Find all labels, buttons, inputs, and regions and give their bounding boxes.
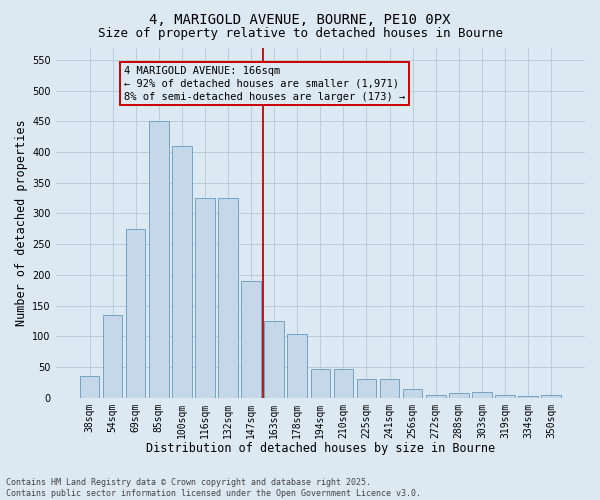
Bar [103,315,122,398]
Text: 4 MARIGOLD AVENUE: 166sqm
← 92% of detached houses are smaller (1,971)
8% of sem: 4 MARIGOLD AVENUE: 166sqm ← 92% of detac… [124,66,406,102]
Bar [541,394,561,398]
Text: Contains HM Land Registry data © Crown copyright and database right 2025.
Contai: Contains HM Land Registry data © Crown c… [6,478,421,498]
X-axis label: Distribution of detached houses by size in Bourne: Distribution of detached houses by size … [146,442,495,455]
Bar [172,146,191,398]
Bar [426,394,446,398]
Bar [380,380,400,398]
Bar [449,393,469,398]
Text: Size of property relative to detached houses in Bourne: Size of property relative to detached ho… [97,28,503,40]
Text: 4, MARIGOLD AVENUE, BOURNE, PE10 0PX: 4, MARIGOLD AVENUE, BOURNE, PE10 0PX [149,12,451,26]
Bar [218,198,238,398]
Bar [356,380,376,398]
Bar [287,334,307,398]
Bar [495,394,515,398]
Bar [472,392,491,398]
Bar [311,370,330,398]
Bar [403,388,422,398]
Bar [265,321,284,398]
Bar [334,370,353,398]
Bar [241,281,261,398]
Bar [195,198,215,398]
Bar [149,121,169,398]
Bar [80,376,100,398]
Bar [518,396,538,398]
Y-axis label: Number of detached properties: Number of detached properties [15,120,28,326]
Bar [126,229,145,398]
